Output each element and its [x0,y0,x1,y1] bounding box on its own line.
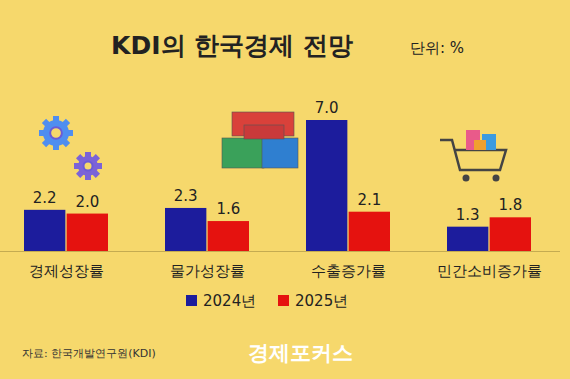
icons [39,112,506,182]
gear-body [43,120,69,146]
chart: KDI의 한국경제 전망 단위: % 2.2 2.3 7.0 1.3 2.0 1.6 2.1 1.… [0,0,570,379]
bar [306,120,347,251]
gear-hole [50,127,62,139]
legend-swatch [186,295,197,306]
bar [349,212,390,251]
container-icon [244,125,284,139]
data-label: 2.3 [174,187,198,205]
x-axis-line [0,251,560,252]
bar [208,221,249,251]
bar [490,217,531,251]
data-label: 2.0 [75,193,99,211]
category-label: 물가성장률 [170,262,245,280]
legend: 2024년 2025년 [186,292,348,310]
legend-swatch [278,295,289,306]
data-label: 2.1 [357,191,381,209]
x-tick: 수출증가률 [311,251,386,280]
bar [67,214,108,251]
watermark: 경제포커스 [248,341,353,365]
gear-icon [74,152,102,180]
category-label: 수출증가률 [311,262,386,280]
gear-body [78,156,98,176]
cart-wheel [493,175,500,182]
bag-icon [474,140,486,150]
x-tick: 경제성장률 [29,251,104,280]
cart-wheel [463,175,470,182]
title: KDI의 한국경제 전망 [111,31,353,60]
x-axis: 경제성장률 물가성장률 수출증가률 민간소비증가률 [0,251,560,280]
bar [165,208,206,251]
x-tick: 물가성장률 [170,251,245,280]
data-label: 1.8 [498,196,522,214]
container-icon [262,138,298,168]
unit-label: 단위: % [410,39,464,57]
data-labels: 2.2 2.3 7.0 1.3 2.0 1.6 2.1 1.8 [33,99,522,224]
x-tick: 민간소비증가률 [437,251,542,280]
data-label: 1.3 [456,206,480,224]
data-label: 7.0 [315,99,339,117]
source: 자료: 한국개발연구원(KDI) [22,347,156,360]
bar [24,210,65,251]
container-icon [222,138,264,168]
bars [24,120,531,251]
background [0,0,570,379]
legend-label: 2025년 [295,292,348,310]
category-label: 경제성장률 [29,262,104,280]
category-label: 민간소비증가률 [437,262,542,280]
data-label: 2.2 [33,189,57,207]
data-label: 1.6 [216,200,240,218]
bar [447,227,488,251]
legend-label: 2024년 [203,292,256,310]
gear-hole [84,162,93,171]
gear-icon [39,116,73,150]
